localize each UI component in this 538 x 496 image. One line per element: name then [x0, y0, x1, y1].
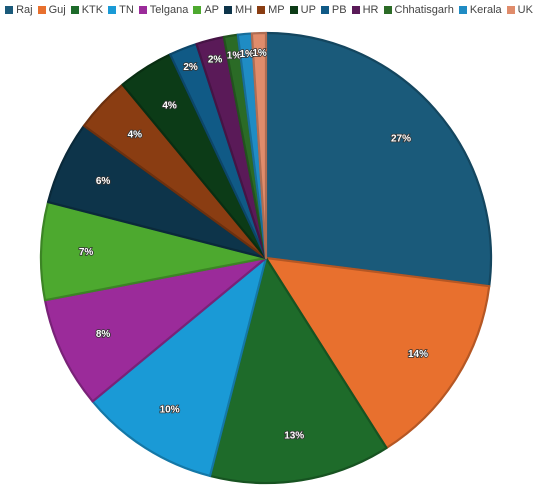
legend-label: PB — [331, 4, 347, 16]
pie-slice-ktk[interactable] — [208, 256, 388, 485]
legend-item-ktk[interactable]: KTK — [70, 4, 104, 16]
data-label-chhatisgarh: 1% — [227, 50, 242, 61]
legend-label: HR — [362, 4, 379, 16]
data-label-telgana: 8% — [96, 329, 111, 340]
legend-item-telgana[interactable]: Telgana — [138, 4, 189, 16]
legend-swatch — [37, 6, 46, 14]
legend-label: KTK — [81, 4, 104, 16]
legend-item-pb[interactable]: PB — [320, 4, 347, 16]
data-label-kerala: 1% — [239, 49, 254, 60]
legend-item-raj[interactable]: Raj — [5, 4, 33, 16]
legend-label: UP — [300, 4, 316, 16]
legend-label: AP — [204, 4, 220, 16]
legend-label: Telgana — [149, 4, 189, 16]
legend-label: Kerala — [469, 4, 502, 16]
pie-slice-guj[interactable] — [264, 256, 491, 450]
legend-swatch — [289, 6, 298, 14]
legend-item-kerala[interactable]: Kerala — [458, 4, 502, 16]
legend-item-guj[interactable]: Guj — [37, 4, 66, 16]
data-label-mh: 6% — [96, 176, 111, 187]
legend-swatch — [506, 6, 515, 14]
legend-label: Guj — [48, 4, 66, 16]
legend-swatch — [193, 6, 202, 14]
legend-item-ap[interactable]: AP — [193, 4, 219, 16]
pie-slice-uk[interactable] — [250, 31, 268, 260]
legend-item-tn[interactable]: TN — [108, 4, 134, 16]
legend-swatch — [70, 6, 79, 14]
data-label-ktk: 13% — [284, 430, 304, 441]
data-label-up: 4% — [162, 101, 177, 112]
legend-item-mp[interactable]: MP — [257, 4, 285, 16]
data-label-uk: 1% — [252, 48, 267, 59]
data-label-pb: 2% — [183, 62, 198, 73]
data-label-hr: 2% — [208, 54, 223, 65]
legend-item-up[interactable]: UP — [289, 4, 316, 16]
legend-swatch — [320, 6, 329, 14]
legend-label: UK — [517, 4, 533, 16]
legend-label: MH — [235, 4, 253, 16]
legend-item-mh[interactable]: MH — [224, 4, 252, 16]
legend-swatch — [108, 6, 117, 14]
legend-swatch — [138, 6, 147, 14]
legend-item-chhatisgarh[interactable]: Chhatisgarh — [383, 4, 454, 16]
legend-item-uk[interactable]: UK — [506, 4, 533, 16]
data-label-raj: 27% — [391, 134, 411, 145]
legend-swatch — [257, 6, 266, 14]
data-label-guj: 14% — [408, 349, 428, 360]
chart-legend: Raj Guj KTK TN Telgana AP MH MP UP PB HR Chhatisgar… — [0, 3, 538, 17]
pie-slice-telgana[interactable] — [43, 256, 268, 403]
legend-label: TN — [119, 4, 134, 16]
legend-item-hr[interactable]: HR — [351, 4, 379, 16]
data-label-ap: 7% — [79, 247, 94, 258]
legend-swatch — [458, 6, 467, 14]
legend-swatch — [351, 6, 360, 14]
data-label-tn: 10% — [160, 405, 180, 416]
legend-swatch — [383, 6, 392, 14]
data-label-mp: 4% — [128, 129, 143, 140]
legend-label: MP — [268, 4, 285, 16]
legend-label: Chhatisgarh — [394, 4, 454, 16]
legend-swatch — [5, 6, 14, 14]
pie-slice-tn[interactable] — [91, 256, 268, 478]
legend-swatch — [224, 6, 233, 14]
pie-slice-raj[interactable] — [264, 31, 493, 288]
legend-label: Raj — [16, 4, 33, 16]
